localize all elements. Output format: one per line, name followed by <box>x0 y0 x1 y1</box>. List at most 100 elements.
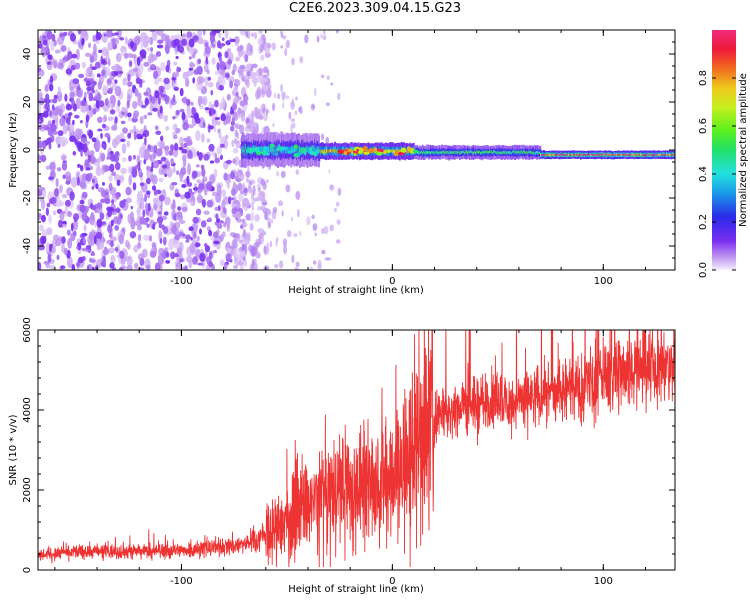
signal-band-cell <box>296 148 299 156</box>
noise-blob <box>181 97 188 104</box>
noise-blob <box>102 182 105 186</box>
noise-speckle <box>202 95 208 106</box>
transition-speckle <box>299 56 304 64</box>
noise-speckle <box>226 247 232 254</box>
noise-speckle <box>245 63 252 71</box>
noise-speckle <box>250 71 258 78</box>
noise-blob <box>44 102 50 110</box>
colorbar-tick-label: 0.2 <box>698 214 709 230</box>
noise-speckle <box>90 211 95 221</box>
noise-blob <box>243 187 248 194</box>
noise-blob <box>60 265 66 270</box>
noise-blob <box>81 232 88 237</box>
x-tick-label: 0 <box>389 576 395 587</box>
noise-blob <box>116 179 121 187</box>
noise-blob <box>73 230 77 237</box>
transition-speckle <box>323 225 329 235</box>
noise-blob <box>144 97 149 106</box>
noise-speckle <box>61 193 68 199</box>
noise-blob <box>205 56 209 65</box>
signal-band-cell <box>577 154 580 156</box>
noise-speckle <box>112 99 116 108</box>
signal-spot <box>357 150 363 155</box>
noise-speckle <box>251 63 258 69</box>
spectrogram-panel: -100 0 100 -40 -20 0 20 40 Height of straight l… <box>8 29 676 296</box>
noise-speckle <box>97 240 105 250</box>
signal-band-cell <box>497 151 500 154</box>
signal-spot <box>363 151 370 155</box>
noise-blob <box>149 250 157 258</box>
noise-speckle <box>195 130 201 142</box>
transition-speckle <box>329 224 335 232</box>
noise-speckle <box>210 234 214 241</box>
noise-speckle <box>73 219 79 231</box>
noise-speckle <box>226 224 230 229</box>
noise-blob <box>66 229 71 236</box>
noise-blob <box>159 105 163 114</box>
noise-blob <box>77 163 81 168</box>
x-tick-label: 100 <box>594 576 613 587</box>
noise-speckle <box>259 205 266 211</box>
noise-blob <box>60 210 66 215</box>
noise-speckle <box>134 262 139 269</box>
noise-blob <box>101 123 107 129</box>
noise-speckle <box>62 124 68 135</box>
noise-blob <box>161 224 166 231</box>
noise-speckle <box>115 134 122 144</box>
noise-speckle <box>55 238 62 247</box>
signal-band-cell <box>512 150 514 153</box>
transition-speckle <box>239 259 243 267</box>
signal-band-cell <box>405 150 408 154</box>
noise-blob <box>174 234 180 241</box>
noise-speckle <box>137 234 142 242</box>
noise-blob <box>170 144 174 152</box>
transition-speckle <box>235 56 240 62</box>
noise-blob <box>91 84 95 92</box>
signal-spot <box>262 146 268 151</box>
x-tick-label: 0 <box>389 276 395 287</box>
noise-blob <box>142 132 146 137</box>
noise-speckle <box>221 96 226 109</box>
noise-speckle <box>143 234 150 241</box>
noise-blob <box>61 162 68 171</box>
noise-blob <box>214 116 220 121</box>
signal-band-cell <box>329 149 332 153</box>
noise-blob <box>245 30 249 38</box>
noise-blob <box>58 108 63 117</box>
noise-blob <box>80 149 83 158</box>
signal-band-cell <box>457 151 460 155</box>
noise-speckle <box>237 107 242 115</box>
signal-band-cell <box>598 154 600 156</box>
signal-band-cell <box>513 149 516 157</box>
noise-speckle <box>255 241 261 248</box>
signal-band-cell <box>561 153 564 156</box>
noise-speckle <box>142 148 150 161</box>
noise-speckle <box>121 157 127 163</box>
noise-blob <box>202 121 206 129</box>
signal-band-cell <box>336 149 338 153</box>
noise-blob <box>161 164 168 169</box>
noise-blob <box>67 210 72 218</box>
noise-blob <box>62 174 66 180</box>
noise-blob <box>152 107 158 112</box>
noise-blob <box>85 159 89 167</box>
noise-speckle <box>185 78 190 88</box>
noise-speckle <box>206 138 211 143</box>
signal-band-cell <box>573 154 575 156</box>
noise-blob <box>225 40 231 46</box>
signal-band-cell <box>439 151 442 154</box>
noise-speckle <box>126 265 133 270</box>
noise-blob <box>117 99 121 107</box>
noise-speckle <box>121 143 127 154</box>
noise-blob <box>100 152 106 162</box>
noise-blob <box>231 117 235 126</box>
signal-band-cell <box>448 151 451 155</box>
noise-speckle <box>74 128 82 140</box>
noise-blob <box>191 170 198 179</box>
noise-blob <box>163 211 169 216</box>
signal-band-cell <box>316 146 319 153</box>
noise-speckle <box>67 237 73 249</box>
noise-speckle <box>124 36 128 45</box>
noise-speckle <box>154 79 159 85</box>
noise-blob <box>108 182 113 192</box>
